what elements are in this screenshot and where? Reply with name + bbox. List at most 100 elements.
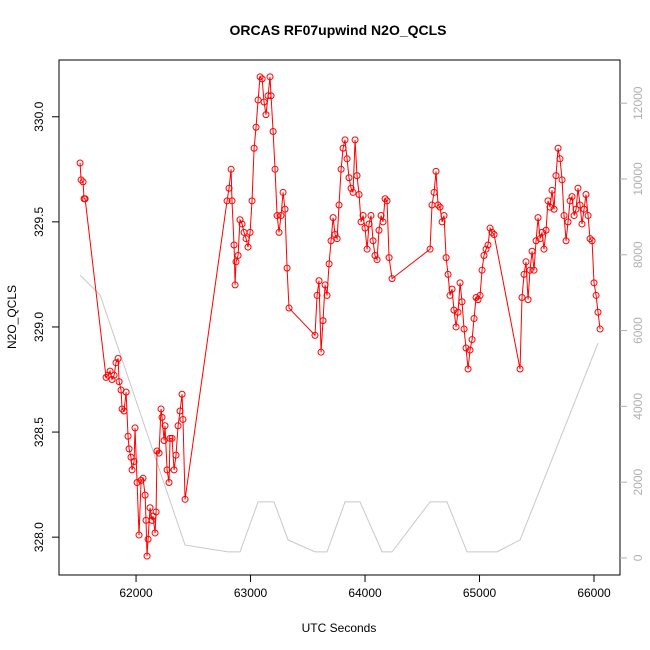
data-point (458, 298, 466, 306)
data-point (178, 390, 186, 398)
data-point (244, 243, 252, 251)
data-point (155, 449, 163, 457)
data-point (568, 193, 576, 201)
data-point (151, 529, 159, 537)
data-point (273, 212, 281, 220)
y-tick-label: 330.0 (32, 101, 46, 131)
data-point (124, 432, 132, 440)
y-tick-label: 328.5 (32, 417, 46, 447)
data-point (77, 176, 85, 184)
data-point (341, 136, 349, 144)
x-tick-label: 65000 (463, 586, 497, 600)
data-point (578, 220, 586, 228)
data-point (436, 203, 444, 211)
y-tick-label: 329.0 (32, 312, 46, 342)
data-point (574, 184, 582, 192)
data-point (576, 201, 584, 209)
data-point (158, 413, 166, 421)
data-point (351, 136, 359, 144)
data-point (454, 308, 462, 316)
data-point (377, 212, 385, 220)
data-point (311, 331, 319, 339)
data-point (130, 457, 138, 465)
data-point (108, 376, 116, 384)
data-point (532, 237, 540, 245)
data-point (558, 176, 566, 184)
x-tick-label: 66000 (577, 586, 611, 600)
data-point (594, 308, 602, 316)
data-point (331, 230, 339, 238)
data-point (275, 228, 283, 236)
data-point (321, 281, 329, 289)
data-point (236, 216, 244, 224)
data-point (546, 203, 554, 211)
data-point (258, 75, 266, 83)
data-point (367, 212, 375, 220)
data-point (522, 258, 530, 266)
data-point (246, 228, 254, 236)
data-point (231, 281, 239, 289)
data-point (540, 245, 548, 253)
data-point (114, 354, 122, 362)
data-point (223, 197, 231, 205)
data-point (448, 285, 456, 293)
data-point (472, 294, 480, 302)
data-point (176, 407, 184, 415)
data-point (432, 167, 440, 175)
data-point (153, 447, 161, 455)
data-point (363, 245, 371, 253)
data-point (260, 98, 268, 106)
data-point (359, 212, 367, 220)
data-point (115, 378, 123, 386)
data-point (452, 323, 460, 331)
data-point (335, 201, 343, 209)
data-point (250, 144, 258, 152)
data-point (285, 304, 293, 312)
data-point (526, 266, 534, 274)
data-point (323, 291, 331, 299)
data-point (476, 291, 484, 299)
data-point (570, 212, 578, 220)
y-tick-label: 328.0 (32, 522, 46, 552)
data-point (333, 235, 341, 243)
y2-tick-label: 6000 (631, 317, 645, 344)
data-point (137, 476, 145, 484)
data-point (230, 241, 238, 249)
data-point (122, 388, 130, 396)
data-point (146, 504, 154, 512)
data-point (133, 479, 141, 487)
data-point (444, 270, 452, 278)
data-point (584, 212, 592, 220)
data-point (592, 291, 600, 299)
data-point (329, 214, 337, 222)
data-point (572, 205, 580, 213)
data-point (464, 365, 472, 373)
data-point (143, 552, 151, 560)
data-point (256, 73, 264, 81)
data-point (466, 346, 474, 354)
data-point (120, 407, 128, 415)
data-point (112, 359, 120, 367)
data-point (450, 306, 458, 314)
data-point (79, 178, 87, 186)
data-point (484, 241, 492, 249)
x-tick-label: 62000 (119, 586, 153, 600)
data-point (125, 445, 133, 453)
data-point (238, 220, 246, 228)
data-point (369, 237, 377, 245)
x-tick-label: 63000 (234, 586, 268, 600)
data-point (283, 264, 291, 272)
x-axis-label: UTC Seconds (302, 621, 377, 635)
data-point (141, 491, 149, 499)
y-axis-label: N2O_QCLS (5, 285, 19, 349)
data-point (520, 270, 528, 278)
data-point (536, 235, 544, 243)
data-point (317, 348, 325, 356)
data-point (252, 123, 260, 131)
data-point (462, 344, 470, 352)
y2-tick-label: 2000 (631, 468, 645, 495)
data-point (232, 258, 240, 266)
data-point (550, 205, 558, 213)
data-point (474, 296, 482, 304)
data-point (560, 212, 568, 220)
